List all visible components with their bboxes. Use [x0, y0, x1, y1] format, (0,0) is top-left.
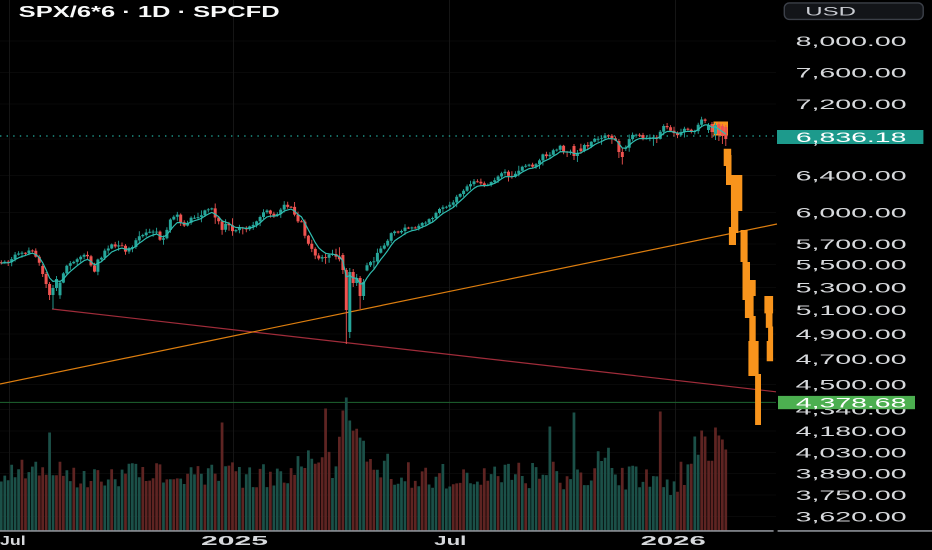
svg-text:3,620.00: 3,620.00	[796, 509, 907, 524]
svg-text:SPX/6*6 · 1D · SPCFD: SPX/6*6 · 1D · SPCFD	[19, 4, 280, 21]
svg-text:2025: 2025	[201, 534, 268, 548]
svg-text:4,500.00: 4,500.00	[796, 377, 907, 392]
svg-text:4,180.00: 4,180.00	[796, 424, 907, 439]
svg-text:3,750.00: 3,750.00	[796, 488, 907, 503]
svg-text:USD: USD	[805, 5, 856, 19]
svg-text:6,836.18: 6,836.18	[796, 130, 907, 145]
svg-text:3,890.00: 3,890.00	[796, 466, 907, 481]
svg-text:7,600.00: 7,600.00	[796, 65, 907, 80]
svg-text:6,400.00: 6,400.00	[796, 168, 907, 183]
svg-text:8,000.00: 8,000.00	[796, 34, 907, 49]
svg-text:4,900.00: 4,900.00	[796, 327, 907, 342]
svg-text:5,300.00: 5,300.00	[796, 280, 907, 295]
svg-text:4,700.00: 4,700.00	[796, 352, 907, 367]
svg-text:Jul: Jul	[0, 534, 26, 548]
svg-text:7,200.00: 7,200.00	[796, 97, 907, 112]
svg-text:4,378.68: 4,378.68	[796, 395, 907, 410]
svg-text:2026: 2026	[641, 534, 706, 548]
svg-text:5,700.00: 5,700.00	[796, 237, 907, 252]
svg-text:5,500.00: 5,500.00	[796, 257, 907, 272]
svg-text:5,100.00: 5,100.00	[796, 303, 907, 318]
svg-text:6,000.00: 6,000.00	[796, 205, 907, 220]
svg-text:Jul: Jul	[434, 534, 466, 548]
svg-text:4,030.00: 4,030.00	[796, 445, 907, 460]
